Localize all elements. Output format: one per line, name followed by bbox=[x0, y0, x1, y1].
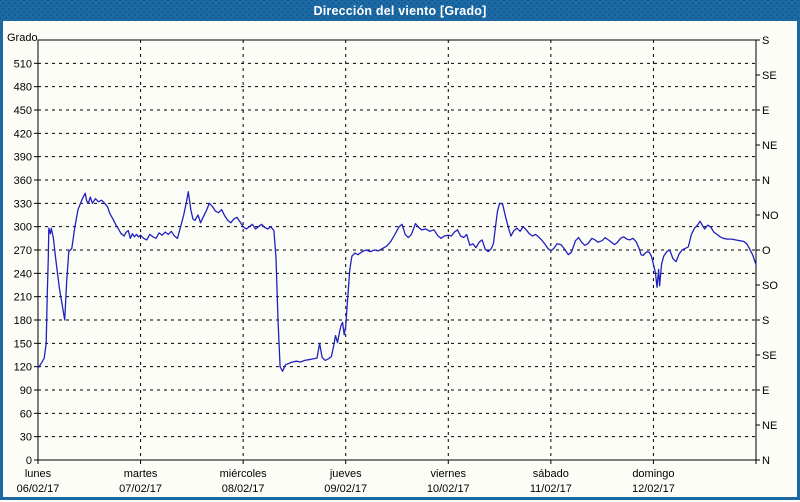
day-date-label: 11/02/17 bbox=[530, 483, 572, 495]
day-name-label: sábado bbox=[533, 468, 569, 480]
y-axis-tick-label: 0 bbox=[26, 455, 32, 467]
y-axis-title: Grado bbox=[7, 32, 38, 44]
day-date-label: 09/02/17 bbox=[324, 483, 367, 495]
chart-title-bar: Dirección del viento [Grado] bbox=[0, 0, 800, 21]
compass-label: N bbox=[762, 175, 770, 187]
compass-label: N bbox=[762, 455, 770, 467]
chart-title: Dirección del viento [Grado] bbox=[313, 3, 487, 18]
day-date-label: 08/02/17 bbox=[222, 483, 265, 495]
y-axis-tick-label: 480 bbox=[14, 82, 32, 94]
chart-plot-wrap: Grado 0 30 60 90 120 150 180 210 240 270 300 330 360… bbox=[3, 21, 797, 497]
day-name-label: domingo bbox=[632, 468, 674, 480]
compass-label: S bbox=[762, 35, 769, 47]
y-axis-tick-label: 360 bbox=[14, 175, 32, 187]
compass-label: SE bbox=[762, 350, 777, 362]
wind-direction-line bbox=[37, 191, 757, 372]
y-axis-tick-label: 210 bbox=[14, 292, 32, 304]
y-axis-tick-label: 60 bbox=[20, 408, 32, 420]
y-axis-tick-label: 180 bbox=[14, 315, 32, 327]
y-axis-tick-label: 90 bbox=[20, 385, 32, 397]
compass-label: S bbox=[762, 315, 769, 327]
day-date-label: 06/02/17 bbox=[17, 483, 60, 495]
y-axis-tick-label: 270 bbox=[14, 245, 32, 257]
compass-label: NE bbox=[762, 140, 777, 152]
y-axis-tick-label: 150 bbox=[14, 338, 32, 350]
y-axis-tick-label: 120 bbox=[14, 362, 32, 374]
y-axis-tick-label: 330 bbox=[14, 198, 32, 210]
wind-direction-chart: 0 30 60 90 120 150 180 210 240 270 300 330 360 390 420… bbox=[14, 35, 779, 495]
compass-label: NO bbox=[762, 210, 779, 222]
compass-label: E bbox=[762, 385, 769, 397]
compass-label: SE bbox=[762, 70, 777, 82]
compass-label: O bbox=[762, 245, 771, 257]
y-axis-tick-label: 240 bbox=[14, 268, 32, 280]
y-axis-tick-label: 510 bbox=[14, 58, 32, 70]
y-axis-tick-label: 390 bbox=[14, 152, 32, 164]
day-date-label: 07/02/17 bbox=[119, 483, 162, 495]
compass-label: E bbox=[762, 105, 769, 117]
day-name-label: jueves bbox=[329, 468, 362, 480]
day-name-label: viernes bbox=[431, 468, 467, 480]
compass-label: SO bbox=[762, 280, 778, 292]
y-axis-tick-label: 300 bbox=[14, 222, 32, 234]
day-date-label: 12/02/17 bbox=[632, 483, 675, 495]
day-name-label: lunes bbox=[25, 468, 52, 480]
y-axis-tick-label: 420 bbox=[14, 128, 32, 140]
day-date-label: 10/02/17 bbox=[427, 483, 470, 495]
day-name-label: miércoles bbox=[220, 468, 268, 480]
day-name-label: martes bbox=[124, 468, 158, 480]
compass-label: NE bbox=[762, 420, 777, 432]
y-axis-tick-label: 450 bbox=[14, 105, 32, 117]
y-axis-tick-label: 30 bbox=[20, 432, 32, 444]
